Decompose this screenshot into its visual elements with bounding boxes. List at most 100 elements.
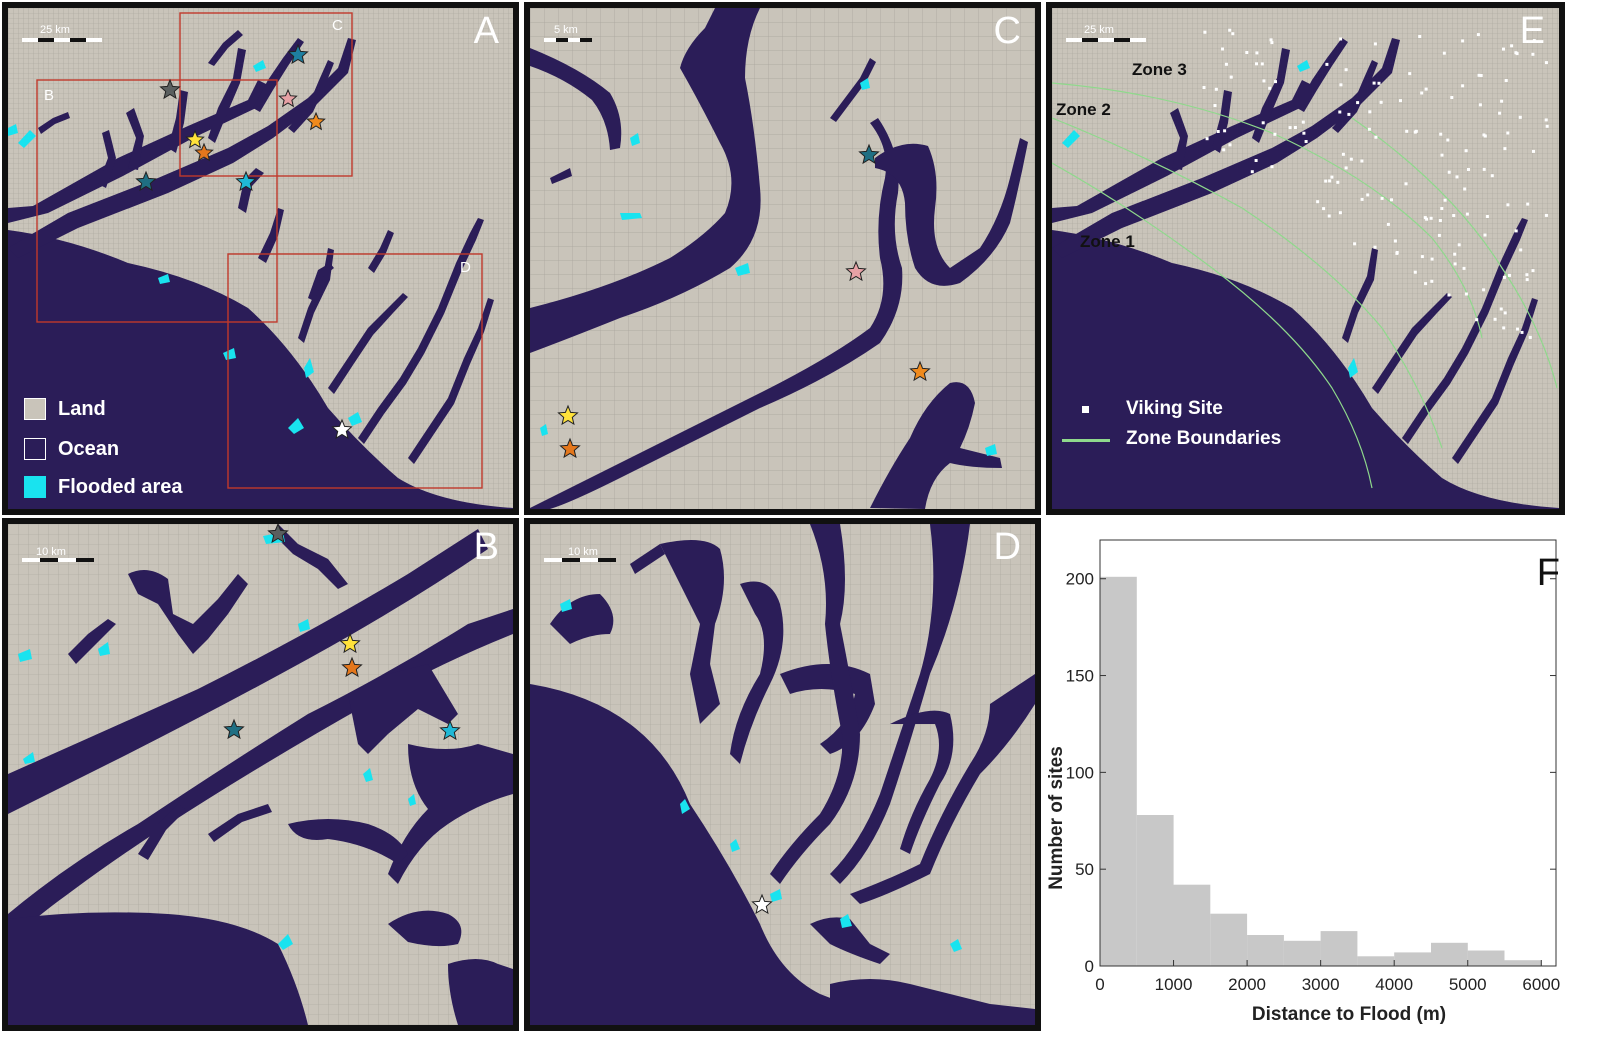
- x-tick-label: 4000: [1375, 975, 1413, 994]
- viking-site-marker: [1544, 213, 1548, 217]
- viking-site-marker: [1453, 252, 1457, 256]
- y-tick-label: 200: [1066, 570, 1094, 589]
- viking-site-marker: [1408, 72, 1412, 76]
- viking-sites: [1202, 28, 1549, 339]
- orange-star: [306, 111, 326, 131]
- viking-site-marker: [1455, 175, 1459, 179]
- viking-site-marker: [1366, 193, 1370, 197]
- scalebar-label: 10 km: [568, 546, 598, 558]
- viking-site-marker: [1374, 135, 1378, 139]
- viking-site-marker: [1482, 288, 1486, 292]
- viking-site-marker: [1482, 167, 1486, 171]
- viking-site-marker: [1380, 196, 1384, 200]
- viking-site-marker: [1404, 182, 1408, 186]
- viking-site-marker: [1360, 197, 1364, 201]
- scalebar-label: 25 km: [1084, 24, 1114, 36]
- ocean-area: [530, 524, 1035, 1025]
- viking-site-marker: [1222, 148, 1226, 152]
- ocean-area: [530, 8, 1028, 509]
- viking-site-marker: [1447, 293, 1451, 297]
- viking-site-marker: [1525, 278, 1529, 282]
- panel-e-zones-map: 25 km E Zone 3 Zone 2 Zone 1 Viking Site…: [1046, 2, 1565, 515]
- legend-label-land: Land: [58, 398, 106, 420]
- panel-c-stars: [557, 143, 931, 459]
- inset-boxes: [36, 12, 483, 489]
- viking-site-marker: [1360, 159, 1364, 163]
- viking-site-marker: [1502, 47, 1505, 51]
- panel-letter-d: D: [993, 526, 1021, 568]
- viking-site-marker: [1327, 214, 1331, 218]
- viking-site-marker: [1301, 120, 1305, 124]
- zone-1-label: Zone 1: [1080, 232, 1135, 251]
- viking-site-marker: [1490, 174, 1494, 178]
- viking-site-marker: [1288, 126, 1292, 130]
- viking-site-marker: [1518, 115, 1522, 119]
- viking-site-marker: [1462, 266, 1466, 270]
- viking-site-marker: [1245, 51, 1249, 54]
- zone-3-label: Zone 3: [1132, 60, 1187, 79]
- viking-site-marker: [1414, 129, 1418, 133]
- viking-site-marker: [1418, 35, 1422, 38]
- histogram-bar: [1210, 913, 1248, 966]
- panel-c-detail-map: 5 km C: [524, 2, 1041, 515]
- panel-d-detail-map: 10 km D: [524, 518, 1041, 1031]
- viking-site-marker: [1202, 86, 1206, 89]
- viking-site-marker: [1506, 131, 1510, 135]
- inset-label-c: C: [332, 17, 343, 34]
- histogram-chart: 0 1000 2000 3000 4000 5000 6000 0 50 100 150 200 Di…: [1046, 539, 1560, 1025]
- viking-site-marker: [1255, 51, 1259, 55]
- viking-site-marker: [1393, 239, 1397, 243]
- dark-grey-star: [267, 524, 289, 544]
- viking-site-marker: [1423, 216, 1427, 220]
- panel-a-stars: [135, 43, 353, 440]
- viking-site-marker: [1377, 81, 1381, 85]
- viking-site-marker: [1463, 187, 1467, 191]
- viking-site-marker: [1413, 270, 1417, 274]
- dark-teal-star: [858, 143, 880, 165]
- viking-site-marker: [1429, 216, 1433, 220]
- viking-site-marker: [1437, 233, 1441, 237]
- y-tick-label: 0: [1085, 957, 1094, 976]
- viking-site-marker: [1262, 79, 1266, 83]
- yellow-star: [339, 632, 361, 654]
- viking-site-marker: [1353, 242, 1357, 246]
- viking-site-marker: [1390, 198, 1393, 202]
- cyan-star: [439, 719, 461, 741]
- inset-label-d: D: [460, 259, 471, 276]
- pink-star: [845, 260, 867, 282]
- y-tick-label: 100: [1066, 763, 1094, 782]
- scalebar-bar: [544, 558, 616, 562]
- viking-site-marker: [1485, 215, 1489, 218]
- viking-site-marker: [1341, 152, 1345, 156]
- viking-site-marker: [1224, 62, 1228, 66]
- panel-b-detail-map: 10 km B: [2, 518, 519, 1031]
- panel-a-overview-map: B C D 25 km A Land Ocean Flooded area: [2, 2, 519, 515]
- panel-letter-a: A: [473, 10, 499, 52]
- viking-site-marker: [1273, 132, 1277, 136]
- viking-site-marker: [1349, 157, 1353, 161]
- scalebar-bar: [544, 38, 592, 42]
- panel-a-map-graphic: B C D: [8, 8, 513, 509]
- viking-site-marker: [1446, 138, 1450, 142]
- land-swatch: [24, 398, 46, 420]
- x-tick-label: 5000: [1449, 975, 1487, 994]
- viking-site-marker: [1467, 168, 1470, 171]
- ocean-area: [1052, 38, 1559, 509]
- flooded-area: [8, 60, 362, 434]
- viking-site-marker: [1498, 111, 1502, 115]
- histogram-bar: [1100, 576, 1137, 966]
- dark-teal-star: [135, 170, 157, 192]
- viking-site-marker: [1528, 335, 1532, 339]
- legend-label-viking-site: Viking Site: [1126, 398, 1223, 419]
- zone-boundary-line: [1052, 117, 1443, 449]
- flooded-area: [560, 599, 962, 952]
- scalebar-bar: [22, 558, 94, 562]
- viking-site-marker: [1231, 32, 1235, 36]
- legend-label-zone-boundaries: Zone Boundaries: [1126, 428, 1282, 449]
- viking-site-marker: [1531, 269, 1535, 273]
- ocean-swatch: [24, 438, 46, 460]
- viking-site-marker: [1430, 279, 1434, 283]
- viking-site-marker: [1261, 121, 1265, 125]
- x-tick-label: 2000: [1228, 975, 1266, 994]
- histogram-bar: [1173, 884, 1211, 966]
